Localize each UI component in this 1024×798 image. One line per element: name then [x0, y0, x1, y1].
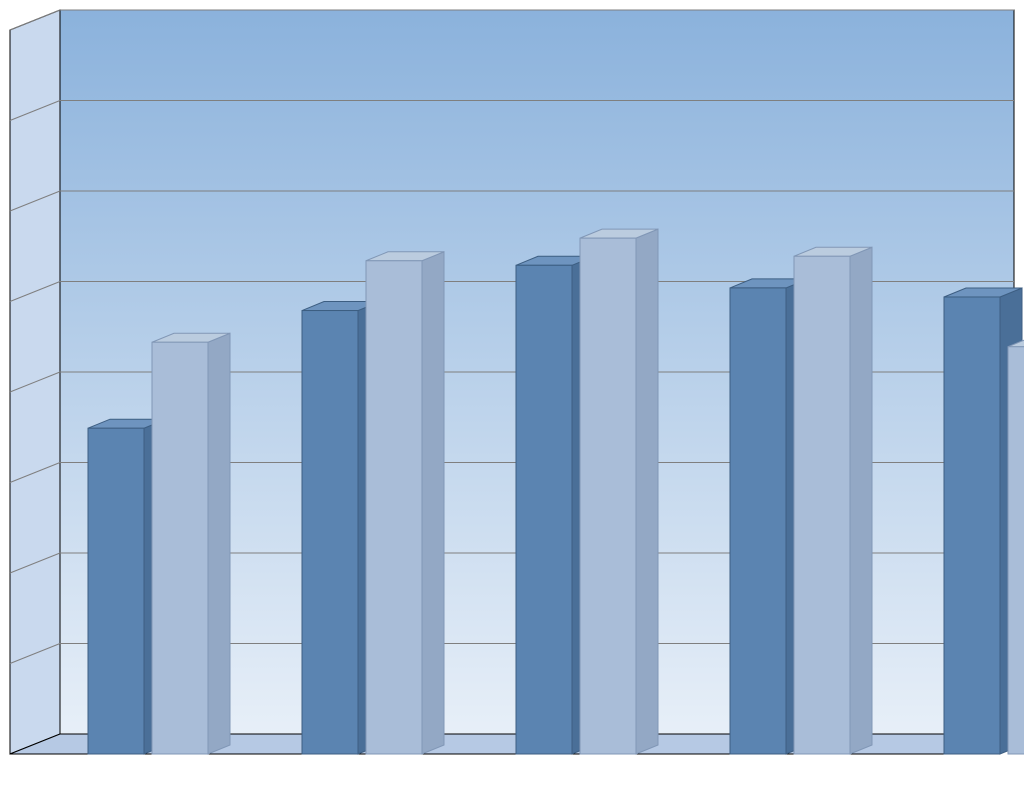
chart-walls-svg [0, 0, 1024, 798]
bar-C4-Series-B [794, 247, 872, 754]
bar-chart-3d [0, 0, 1024, 798]
bar-C2-Series-B [366, 252, 444, 754]
bar-C3-Series-B [580, 229, 658, 754]
bar-front [794, 256, 850, 754]
bar-side [422, 252, 444, 754]
bar-side [636, 229, 658, 754]
bar-side [208, 333, 230, 754]
bar-front [1008, 347, 1024, 754]
bar-front [302, 311, 358, 754]
bar-front [730, 288, 786, 754]
bar-front [88, 428, 144, 754]
bar-front [944, 297, 1000, 754]
bar-C1-Series-B [152, 333, 230, 754]
bar-side [850, 247, 872, 754]
bar-C5-Series-B [1008, 338, 1024, 754]
bar-front [516, 265, 572, 754]
bar-front [366, 261, 422, 754]
bar-front [580, 238, 636, 754]
bar-front [152, 342, 208, 754]
